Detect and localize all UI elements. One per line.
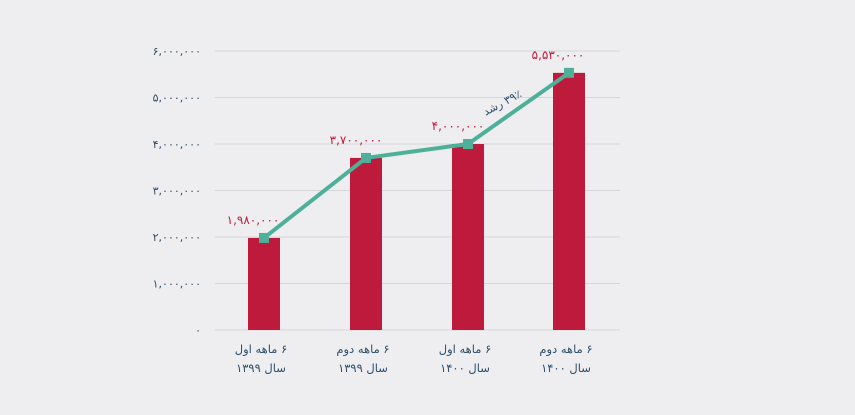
bars [248, 72, 585, 330]
trend-marker [564, 67, 574, 78]
x-tick-label: سال ۱۴۰۰ [440, 361, 490, 375]
y-tick-label: ۴,۰۰۰,۰۰۰ [153, 138, 201, 151]
bar [553, 72, 585, 330]
y-tick-label: ۵,۰۰۰,۰۰۰ [153, 92, 201, 105]
bar [452, 144, 484, 330]
y-axis-ticks: ۰ ۱,۰۰۰,۰۰۰ ۲,۰۰۰,۰۰۰ ۳,۰۰۰,۰۰۰ ۴,۰۰۰,۰۰۰ ۵,۰… [153, 45, 201, 337]
x-tick-label: ۶ ماهه اول [439, 342, 492, 357]
bar [350, 157, 382, 330]
growth-annotation: ۳۹٪ رشد [481, 87, 524, 118]
y-tick-label: ۶,۰۰۰,۰۰۰ [153, 45, 201, 58]
y-tick-label: ۱,۰۰۰,۰۰۰ [153, 278, 201, 291]
x-tick-label: ۶ ماهه اول [235, 342, 288, 357]
grid-layer [215, 50, 620, 331]
x-tick-label: ۶ ماهه دوم [539, 342, 592, 357]
trend-marker [463, 139, 473, 149]
y-tick-label: ۲,۰۰۰,۰۰۰ [153, 231, 201, 244]
trend-marker [259, 232, 269, 243]
y-tick-label: ۰ [195, 324, 201, 337]
value-label: ۱,۹۸۰,۰۰۰ [227, 213, 280, 227]
bar [248, 237, 280, 330]
x-tick-label: سال ۱۳۹۹ [338, 361, 388, 375]
x-tick-label: سال ۱۴۰۰ [541, 361, 591, 375]
value-label: ۴,۰۰۰,۰۰۰ [432, 119, 485, 133]
x-tick-label: سال ۱۳۹۹ [236, 361, 286, 375]
value-label: ۳,۷۰۰,۰۰۰ [330, 133, 383, 147]
trend-line-layer [259, 67, 574, 243]
x-axis-ticks: ۶ ماهه اول سال ۱۳۹۹ ۶ ماهه دوم سال ۱۳۹۹ ۶ ما… [235, 342, 593, 375]
x-tick-label: ۶ ماهه دوم [336, 342, 389, 357]
trend-marker [361, 152, 371, 163]
trend-line [262, 71, 571, 240]
y-tick-label: ۳,۰۰۰,۰۰۰ [153, 185, 201, 198]
value-labels: ۱,۹۸۰,۰۰۰ ۳,۷۰۰,۰۰۰ ۴,۰۰۰,۰۰۰ ۵,۵۳۰,۰۰۰ [227, 48, 585, 227]
value-label: ۵,۵۳۰,۰۰۰ [532, 48, 585, 62]
